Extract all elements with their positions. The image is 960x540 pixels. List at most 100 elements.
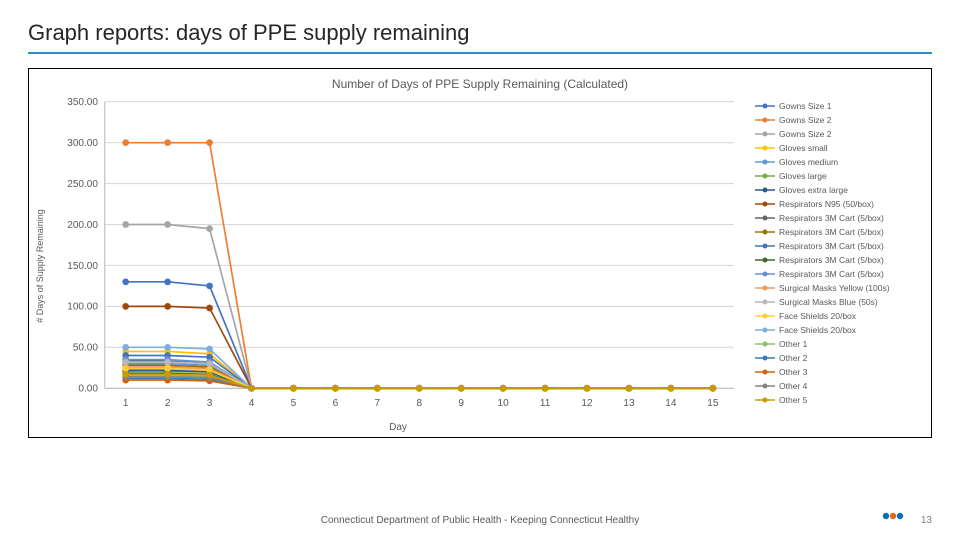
plot-column: 0.0050.00100.00150.00200.00250.00300.003… xyxy=(51,95,751,437)
svg-text:9: 9 xyxy=(458,398,464,409)
legend-swatch xyxy=(755,144,775,152)
svg-text:1: 1 xyxy=(123,398,129,409)
page-title: Graph reports: days of PPE supply remain… xyxy=(0,0,960,52)
svg-text:14: 14 xyxy=(665,398,677,409)
legend-swatch xyxy=(755,270,775,278)
legend-swatch xyxy=(755,326,775,334)
legend-swatch xyxy=(755,186,775,194)
legend-label: Gowns Size 2 xyxy=(779,113,831,127)
svg-text:200.00: 200.00 xyxy=(67,220,98,231)
legend-swatch xyxy=(755,102,775,110)
chart-title: Number of Days of PPE Supply Remaining (… xyxy=(29,69,931,95)
legend-swatch xyxy=(755,242,775,250)
legend-item: Face Shields 20/box xyxy=(755,323,923,337)
legend-item: Other 4 xyxy=(755,379,923,393)
legend-label: Gloves medium xyxy=(779,155,838,169)
legend-swatch xyxy=(755,130,775,138)
chart-body: # Days of Supply Remaining 0.00 50.00 100.… xyxy=(29,95,931,437)
svg-text:5: 5 xyxy=(291,398,297,409)
legend-item: Gloves large xyxy=(755,169,923,183)
legend-swatch xyxy=(755,172,775,180)
dph-logo xyxy=(882,509,904,528)
legend-label: Other 3 xyxy=(779,365,807,379)
legend-item: Gowns Size 2 xyxy=(755,113,923,127)
legend-swatch xyxy=(755,340,775,348)
legend-label: Surgical Masks Yellow (100s) xyxy=(779,281,890,295)
legend-label: Respirators 3M Cart (5/box) xyxy=(779,267,884,281)
legend-label: Respirators N95 (50/box) xyxy=(779,197,874,211)
legend: Gowns Size 1Gowns Size 2Gowns Size 2Glov… xyxy=(751,95,931,437)
legend-item: Other 3 xyxy=(755,365,923,379)
svg-text:100.00: 100.00 xyxy=(67,302,98,313)
svg-text:3: 3 xyxy=(207,398,213,409)
svg-text:12: 12 xyxy=(581,398,593,409)
svg-text:8: 8 xyxy=(416,398,422,409)
svg-text:2: 2 xyxy=(165,398,171,409)
svg-text:350.00: 350.00 xyxy=(67,97,98,108)
legend-item: Face Shields 20/box xyxy=(755,309,923,323)
legend-label: Respirators 3M Cart (5/box) xyxy=(779,211,884,225)
legend-label: Other 1 xyxy=(779,337,807,351)
svg-text:10: 10 xyxy=(498,398,510,409)
plot-area: 0.0050.00100.00150.00200.00250.00300.003… xyxy=(51,95,745,420)
legend-label: Respirators 3M Cart (5/box) xyxy=(779,253,884,267)
footer-text: Connecticut Department of Public Health … xyxy=(0,515,960,526)
legend-item: Respirators 3M Cart (5/box) xyxy=(755,239,923,253)
legend-item: Gloves extra large xyxy=(755,183,923,197)
legend-label: Other 4 xyxy=(779,379,807,393)
legend-swatch xyxy=(755,200,775,208)
svg-text:250.00: 250.00 xyxy=(67,179,98,190)
svg-text:300.00: 300.00 xyxy=(67,138,98,149)
legend-item: Surgical Masks Blue (50s) xyxy=(755,295,923,309)
legend-swatch xyxy=(755,228,775,236)
legend-item: Other 2 xyxy=(755,351,923,365)
legend-swatch xyxy=(755,382,775,390)
legend-label: Other 5 xyxy=(779,393,807,407)
legend-item: Other 5 xyxy=(755,393,923,407)
legend-label: Other 2 xyxy=(779,351,807,365)
legend-label: Surgical Masks Blue (50s) xyxy=(779,295,878,309)
legend-label: Gowns Size 2 xyxy=(779,127,831,141)
svg-text:15: 15 xyxy=(707,398,719,409)
svg-text:13: 13 xyxy=(623,398,635,409)
svg-text:50.00: 50.00 xyxy=(73,343,99,354)
legend-item: Gowns Size 1 xyxy=(755,99,923,113)
legend-item: Gowns Size 2 xyxy=(755,127,923,141)
legend-swatch xyxy=(755,284,775,292)
legend-item: Gloves small xyxy=(755,141,923,155)
legend-item: Respirators 3M Cart (5/box) xyxy=(755,267,923,281)
title-rule xyxy=(28,52,932,54)
legend-swatch xyxy=(755,354,775,362)
legend-swatch xyxy=(755,396,775,404)
legend-swatch xyxy=(755,116,775,124)
legend-swatch xyxy=(755,312,775,320)
legend-item: Gloves medium xyxy=(755,155,923,169)
svg-text:6: 6 xyxy=(333,398,339,409)
legend-label: Gloves extra large xyxy=(779,183,848,197)
svg-text:7: 7 xyxy=(375,398,381,409)
chart-svg: 0.0050.00100.00150.00200.00250.00300.003… xyxy=(51,95,745,420)
chart-container: Number of Days of PPE Supply Remaining (… xyxy=(28,68,932,438)
legend-swatch xyxy=(755,368,775,376)
x-axis-label: Day xyxy=(51,420,745,439)
legend-label: Face Shields 20/box xyxy=(779,323,856,337)
legend-item: Surgical Masks Yellow (100s) xyxy=(755,281,923,295)
y-axis-label: # Days of Supply Remaining xyxy=(29,95,51,437)
legend-item: Respirators 3M Cart (5/box) xyxy=(755,225,923,239)
page-number: 13 xyxy=(921,515,932,526)
svg-text:4: 4 xyxy=(249,398,255,409)
legend-label: Respirators 3M Cart (5/box) xyxy=(779,225,884,239)
legend-swatch xyxy=(755,298,775,306)
svg-text:11: 11 xyxy=(540,398,551,409)
legend-item: Respirators 3M Cart (5/box) xyxy=(755,211,923,225)
legend-item: Respirators N95 (50/box) xyxy=(755,197,923,211)
legend-swatch xyxy=(755,158,775,166)
legend-swatch xyxy=(755,214,775,222)
svg-text:0.00: 0.00 xyxy=(78,384,98,395)
legend-label: Gowns Size 1 xyxy=(779,99,831,113)
legend-label: Respirators 3M Cart (5/box) xyxy=(779,239,884,253)
legend-swatch xyxy=(755,256,775,264)
legend-label: Gloves large xyxy=(779,169,827,183)
legend-item: Other 1 xyxy=(755,337,923,351)
legend-label: Gloves small xyxy=(779,141,828,155)
